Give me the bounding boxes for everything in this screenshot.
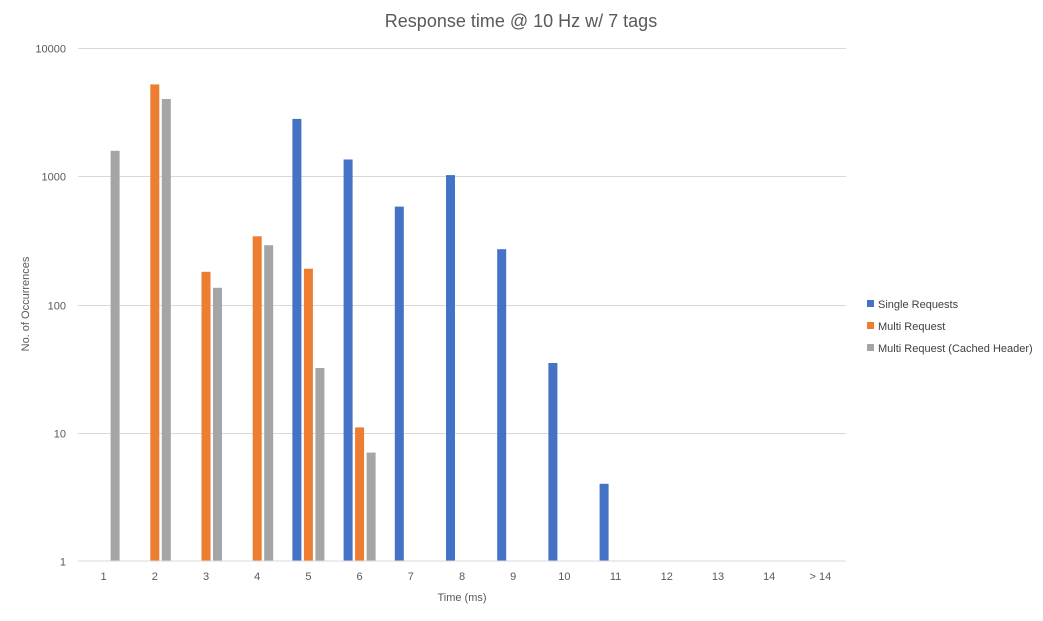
bar bbox=[315, 368, 325, 561]
bar bbox=[394, 206, 404, 561]
legend-label: Multi Request bbox=[878, 321, 945, 333]
y-tick-label: 10 bbox=[54, 429, 66, 441]
bar bbox=[252, 236, 262, 562]
x-tick-label: 13 bbox=[712, 571, 724, 583]
x-tick-label: 3 bbox=[203, 571, 209, 583]
bar bbox=[292, 118, 302, 562]
bar bbox=[264, 245, 274, 561]
bar bbox=[110, 150, 120, 562]
bar bbox=[355, 427, 365, 561]
bar bbox=[599, 483, 609, 561]
legend-swatch bbox=[867, 300, 874, 307]
x-tick-label: 4 bbox=[254, 571, 260, 583]
x-axis-ticks: 1 2 3 4 5 6 7 8 9 10 11 12 13 14 > 14 bbox=[101, 571, 832, 583]
bar bbox=[548, 363, 558, 561]
bar bbox=[343, 159, 353, 561]
x-tick-label: 14 bbox=[763, 571, 775, 583]
bar bbox=[497, 249, 507, 561]
y-axis-ticks: 1 10 100 1000 10000 bbox=[35, 44, 66, 569]
legend-label: Single Requests bbox=[878, 299, 959, 311]
x-tick-label: 5 bbox=[305, 571, 311, 583]
x-tick-label: 9 bbox=[510, 571, 516, 583]
legend: Single Requests Multi Request Multi Reques… bbox=[867, 299, 1033, 355]
x-axis-label: Time (ms) bbox=[437, 592, 486, 604]
bars bbox=[110, 84, 609, 562]
x-tick-label: 10 bbox=[558, 571, 570, 583]
bar bbox=[213, 287, 222, 561]
chart-title: Response time @ 10 Hz w/ 7 tags bbox=[385, 11, 657, 31]
y-axis-label: No. of Occurrences bbox=[20, 256, 32, 351]
gridlines bbox=[78, 48, 846, 434]
bar bbox=[446, 175, 455, 561]
x-tick-label: 2 bbox=[152, 571, 158, 583]
x-tick-label: 1 bbox=[101, 571, 107, 583]
x-tick-label: 12 bbox=[661, 571, 673, 583]
bar bbox=[161, 99, 171, 561]
x-tick-label: > 14 bbox=[810, 571, 832, 583]
y-tick-label: 1 bbox=[60, 557, 66, 569]
x-tick-label: 8 bbox=[459, 571, 465, 583]
bar bbox=[201, 271, 211, 561]
x-tick-label: 7 bbox=[408, 571, 414, 583]
legend-swatch bbox=[867, 344, 874, 351]
x-tick-label: 11 bbox=[610, 571, 621, 583]
bar bbox=[303, 268, 313, 561]
y-tick-label: 1000 bbox=[42, 172, 66, 184]
bar bbox=[366, 452, 376, 561]
y-tick-label: 10000 bbox=[35, 44, 66, 56]
legend-label: Multi Request (Cached Header) bbox=[878, 343, 1033, 355]
x-tick-label: 6 bbox=[357, 571, 363, 583]
legend-swatch bbox=[867, 322, 874, 329]
bar bbox=[150, 84, 160, 562]
y-tick-label: 100 bbox=[48, 301, 66, 313]
